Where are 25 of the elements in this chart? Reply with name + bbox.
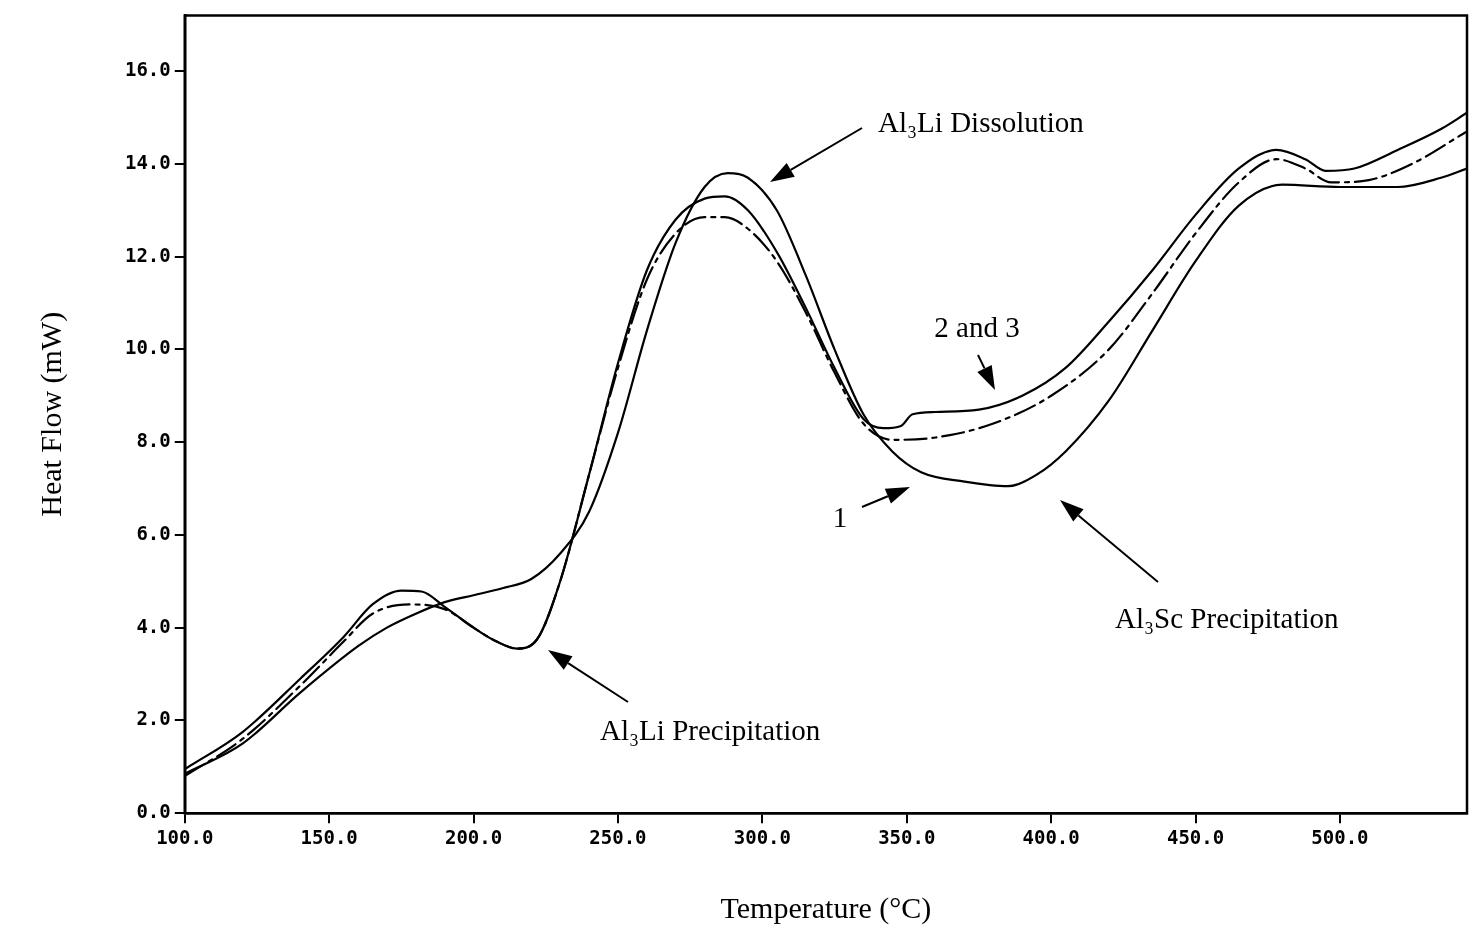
x-tick-label: 100.0 [156,825,214,848]
x-tick-label: 450.0 [1166,825,1225,848]
y-tick-label: 10.0 [124,336,171,359]
y-tick-label: 14.0 [124,150,171,173]
annotation: 1 [832,500,848,534]
y-tick-label: 16.0 [124,58,171,80]
annotation: Al₃Li Dissolution [878,105,1084,139]
x-tick-label: 400.0 [1022,825,1080,848]
x-tick-label: 300.0 [733,825,791,848]
y-tick-label: 6.0 [136,521,171,544]
x-axis-title: Temperature (°C) [720,890,932,925]
annotation: 2 and 3 [934,310,1020,344]
x-tick-label: 150.0 [300,825,358,848]
y-tick-label: 4.0 [136,614,171,637]
x-tick-label: 200.0 [444,825,503,848]
y-tick-label: 2.0 [136,707,171,730]
annotation: Al₃Li Precipitation [600,713,821,747]
annotation: Al₃Sc Precipitation [1115,601,1339,635]
x-tick-label: 500.0 [1311,825,1369,848]
x-tick-label: 250.0 [589,825,647,848]
x-tick-label: 350.0 [878,825,936,848]
y-tick-label: 0.0 [136,800,171,823]
y-tick-label: 12.0 [124,243,171,266]
y-tick-label: 8.0 [136,429,171,452]
y-axis-title: Heat Flow (mW) [33,311,68,517]
